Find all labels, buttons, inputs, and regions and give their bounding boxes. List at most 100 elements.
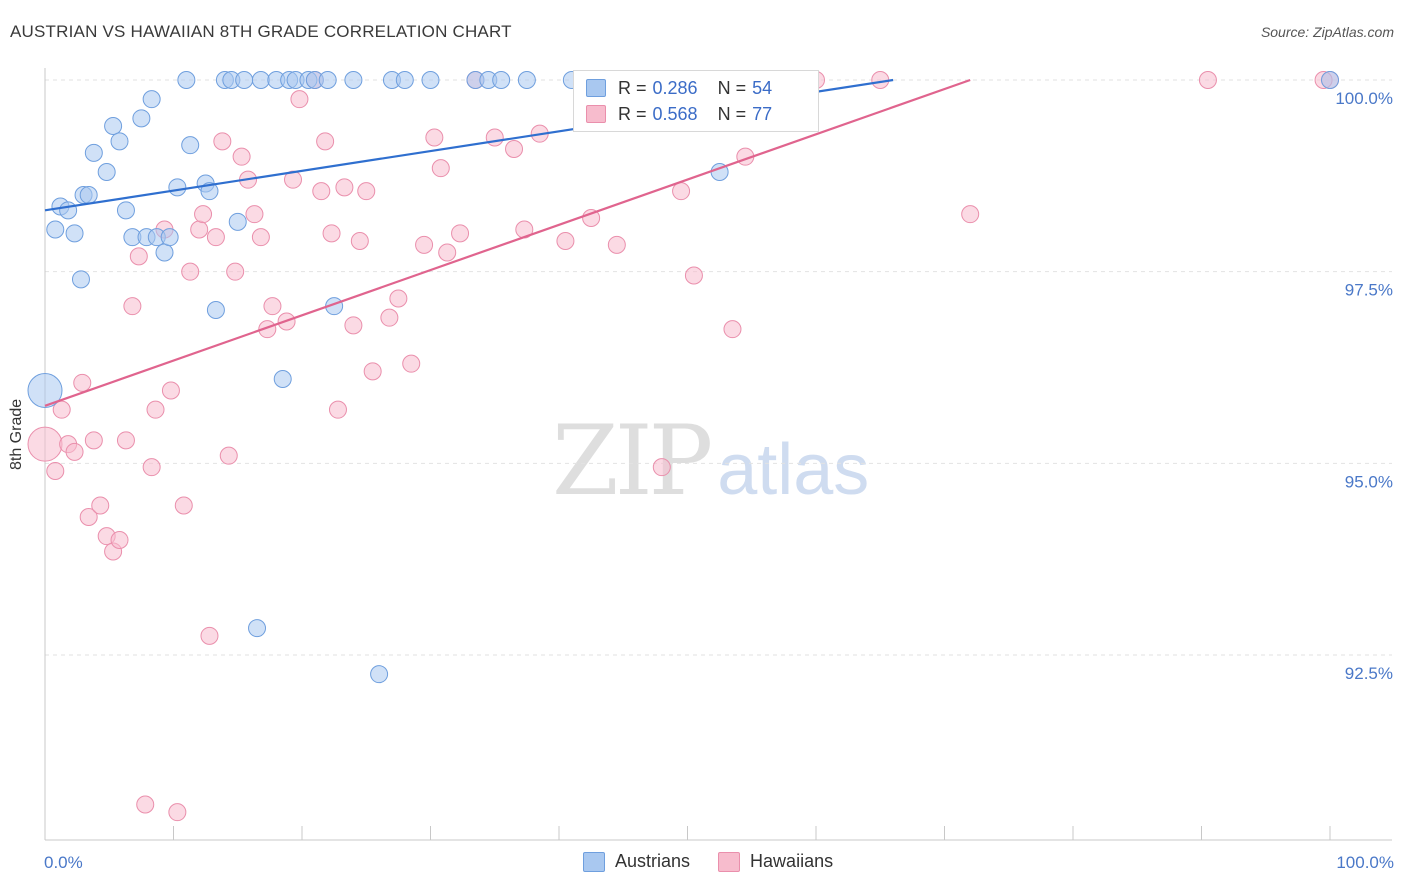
hawaiian-point	[485, 128, 504, 147]
legend-item-hawaiians[interactable]: Hawaiians	[718, 851, 833, 872]
austrian-point	[181, 136, 200, 155]
austrians-n-value: 54	[752, 77, 773, 98]
y-axis-label: 8th Grade	[8, 398, 25, 470]
hawaiian-point	[451, 224, 470, 243]
hawaiian-point	[380, 308, 399, 327]
austrian-point	[155, 243, 174, 262]
austrian-point	[160, 228, 179, 247]
austrian-point	[206, 301, 225, 319]
austrian-point	[79, 186, 98, 204]
hawaiian-point	[226, 262, 245, 281]
hawaiians-swatch	[586, 105, 606, 123]
hawaiian-point	[174, 496, 193, 515]
hawaiian-point	[129, 247, 148, 266]
hawaiian-point	[142, 458, 161, 477]
hawaiian-point	[961, 205, 980, 224]
austrians-n-label: N =	[717, 77, 747, 98]
austrian-point	[1321, 71, 1339, 89]
austrian-point	[421, 71, 440, 89]
hawaiian-point	[91, 496, 110, 515]
austrian-point	[492, 71, 511, 89]
hawaiian-point	[213, 132, 232, 151]
hawaiian-point	[79, 508, 98, 526]
watermark: ZIP atlas	[552, 405, 869, 517]
austrians-r-value: 0.286	[652, 77, 698, 98]
x-tick-label-max: 100.0%	[1336, 853, 1394, 872]
watermark-zip: ZIP	[552, 405, 713, 517]
hawaiian-point	[438, 243, 457, 262]
hawaiian-point	[425, 128, 444, 147]
hawaiian-point	[116, 431, 135, 450]
hawaiian-point	[363, 362, 382, 381]
austrian-point	[517, 71, 536, 89]
source-label: Source: ZipAtlas.com	[1260, 24, 1394, 40]
hawaiian-point	[322, 224, 341, 243]
hawaiian-point	[219, 446, 238, 465]
stats-legend-austrians: R = 0.286 N = 54	[586, 76, 772, 100]
austrian-point	[142, 90, 161, 109]
y-tick-label: 95.0%	[1345, 472, 1393, 491]
hawaiian-point	[684, 266, 703, 285]
hawaiian-point	[123, 297, 142, 316]
legend-hawaiians-label: Hawaiians	[750, 851, 834, 871]
hawaiian-point	[190, 220, 209, 239]
hawaiian-point	[389, 289, 408, 308]
legend-hawaiians-swatch	[718, 851, 741, 872]
austrian-point	[27, 373, 63, 408]
austrian-point	[395, 71, 414, 89]
hawaiian-point	[46, 462, 65, 480]
hawaiian-point	[73, 373, 92, 392]
hawaiian-point	[206, 228, 225, 247]
chart-title: AUSTRIAN VS HAWAIIAN 8TH GRADE CORRELATI…	[10, 22, 512, 41]
hawaiian-point	[723, 320, 742, 339]
hawaiian-point	[263, 297, 282, 316]
hawaiian-point	[607, 235, 626, 254]
x-tick-label-min: 0.0%	[44, 853, 83, 872]
hawaiians-r-label: R =	[618, 103, 647, 124]
hawaiian-point	[357, 182, 376, 201]
austrian-point	[97, 163, 116, 181]
hawaiian-point	[652, 458, 671, 477]
hawaiian-point	[505, 140, 524, 158]
hawaiian-point	[200, 626, 219, 645]
hawaiian-point	[328, 400, 347, 419]
hawaiian-point	[556, 232, 575, 250]
austrians-r-label: R =	[618, 77, 647, 98]
y-tick-label: 92.5%	[1345, 664, 1393, 683]
austrian-point	[46, 220, 65, 239]
hawaiian-point	[312, 182, 331, 201]
austrian-point	[248, 619, 267, 638]
hawaiian-point	[344, 316, 363, 335]
stats-legend-hawaiians: R = 0.568 N = 77	[586, 102, 772, 126]
watermark-atlas: atlas	[717, 430, 870, 510]
hawaiian-point	[181, 262, 200, 281]
hawaiian-point	[672, 182, 691, 201]
austrians-swatch	[586, 79, 606, 97]
hawaiian-point	[335, 178, 354, 197]
austrian-point	[168, 178, 187, 197]
austrian-point	[228, 212, 247, 231]
legend-item-austrians[interactable]: Austrians	[583, 851, 690, 872]
austrian-point	[71, 270, 90, 289]
series-legend: Austrians Hawaiians	[583, 851, 861, 872]
hawaiian-point	[161, 381, 180, 400]
austrian-point	[132, 109, 151, 128]
hawaiian-point	[27, 426, 63, 462]
austrian-point	[116, 201, 135, 220]
austrian-point	[318, 71, 337, 89]
hawaiian-point	[431, 159, 450, 178]
hawaiian-point	[251, 228, 270, 247]
austrian-point	[65, 224, 84, 243]
austrian-point	[59, 201, 78, 220]
y-tick-label: 97.5%	[1345, 281, 1393, 300]
hawaiian-point	[168, 803, 187, 822]
austrian-point	[110, 132, 129, 151]
austrian-point	[251, 71, 270, 89]
hawaiians-n-value: 77	[752, 103, 773, 124]
austrian-point	[235, 71, 254, 89]
y-tick-label: 100.0%	[1335, 89, 1393, 108]
hawaiian-point	[84, 431, 103, 450]
legend-austrians-swatch	[583, 851, 605, 872]
austrian-point	[177, 71, 196, 89]
